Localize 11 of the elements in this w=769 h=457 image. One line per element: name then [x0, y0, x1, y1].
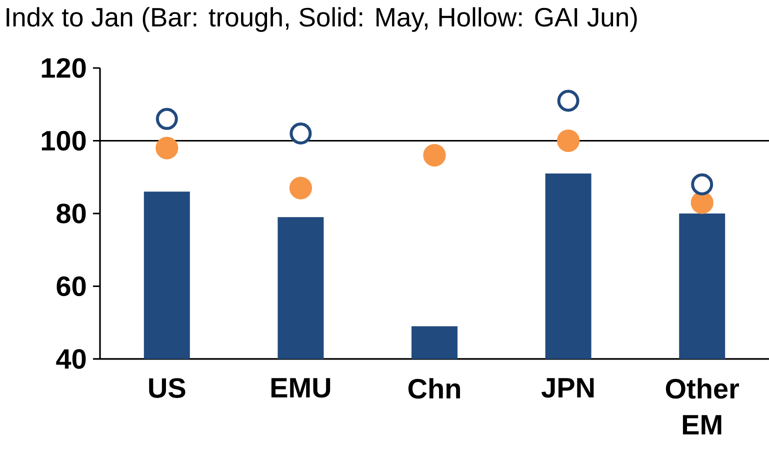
x-tick-label: JPN: [541, 378, 594, 398]
y-tick-label: 120: [42, 58, 86, 78]
x-tick-label: EMU: [271, 378, 330, 398]
x-tick-label: Chn: [408, 378, 460, 399]
x-tick-label: US: [149, 378, 186, 398]
y-tick-label: 80: [56, 204, 86, 224]
y-tick-label: 40: [56, 349, 86, 369]
chart-title: Indx to Jan (Bar: trough, Solid: May, Hollow: GAI Jun): [6, 7, 637, 32]
y-tick-label: 100: [42, 130, 86, 151]
y-tick-label: 60: [56, 276, 86, 296]
x-tick-label: Other EM: [666, 378, 740, 434]
